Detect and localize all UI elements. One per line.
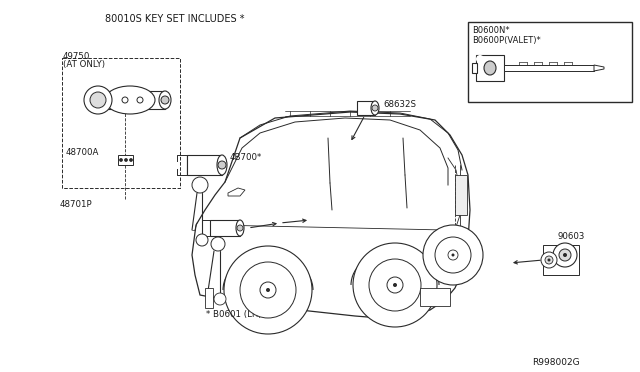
Circle shape: [353, 243, 437, 327]
Ellipse shape: [159, 91, 171, 109]
Ellipse shape: [371, 101, 379, 115]
Circle shape: [393, 283, 397, 287]
Bar: [205, 288, 213, 308]
Circle shape: [369, 259, 421, 311]
Text: R998002G: R998002G: [532, 358, 580, 367]
Circle shape: [476, 55, 484, 63]
Circle shape: [240, 262, 296, 318]
Bar: [105, 91, 165, 109]
Circle shape: [120, 158, 122, 161]
Circle shape: [448, 250, 458, 260]
Circle shape: [423, 225, 483, 285]
Circle shape: [547, 259, 550, 262]
Polygon shape: [594, 65, 604, 71]
Ellipse shape: [484, 61, 496, 75]
Bar: [504, 65, 594, 71]
Circle shape: [387, 277, 403, 293]
Circle shape: [260, 282, 276, 298]
Ellipse shape: [236, 220, 244, 236]
Bar: [187, 155, 222, 175]
Circle shape: [541, 252, 557, 268]
Circle shape: [90, 92, 106, 108]
Text: 49750: 49750: [63, 52, 90, 61]
Bar: [476, 55, 504, 81]
Bar: [472, 63, 477, 73]
Circle shape: [192, 177, 208, 193]
Bar: [455, 175, 467, 215]
Text: * B0601 (LH): * B0601 (LH): [206, 310, 262, 319]
Text: 4B700*: 4B700*: [230, 153, 262, 162]
Text: (AT ONLY): (AT ONLY): [63, 60, 105, 69]
Bar: [357, 101, 375, 115]
Text: B0600N*: B0600N*: [472, 26, 509, 35]
Circle shape: [545, 256, 553, 264]
Circle shape: [129, 158, 132, 161]
Ellipse shape: [105, 86, 155, 114]
Circle shape: [214, 293, 226, 305]
Ellipse shape: [217, 155, 227, 175]
Circle shape: [372, 105, 378, 111]
Bar: [543, 245, 579, 275]
Circle shape: [211, 237, 225, 251]
Bar: [118, 155, 133, 165]
Text: B0600P(VALET)*: B0600P(VALET)*: [472, 36, 541, 45]
Circle shape: [559, 249, 571, 261]
Circle shape: [125, 158, 127, 161]
Text: 90603: 90603: [557, 232, 584, 241]
Circle shape: [435, 237, 471, 273]
Circle shape: [196, 234, 208, 246]
Bar: [210, 220, 240, 236]
Circle shape: [553, 243, 577, 267]
Text: 48700A: 48700A: [65, 148, 99, 157]
Circle shape: [137, 97, 143, 103]
Text: 68632S: 68632S: [383, 100, 416, 109]
Circle shape: [84, 86, 112, 114]
Bar: [420, 288, 450, 306]
Bar: [468, 22, 632, 102]
Polygon shape: [192, 112, 470, 318]
Circle shape: [218, 161, 226, 169]
Text: 80010S KEY SET INCLUDES *: 80010S KEY SET INCLUDES *: [105, 14, 244, 24]
Bar: [62, 58, 180, 188]
Circle shape: [266, 288, 270, 292]
Circle shape: [161, 96, 169, 104]
Circle shape: [451, 253, 454, 257]
Circle shape: [237, 225, 243, 231]
Circle shape: [122, 97, 128, 103]
Text: 48701P: 48701P: [60, 200, 93, 209]
Circle shape: [563, 253, 567, 257]
Circle shape: [224, 246, 312, 334]
Polygon shape: [228, 188, 245, 196]
